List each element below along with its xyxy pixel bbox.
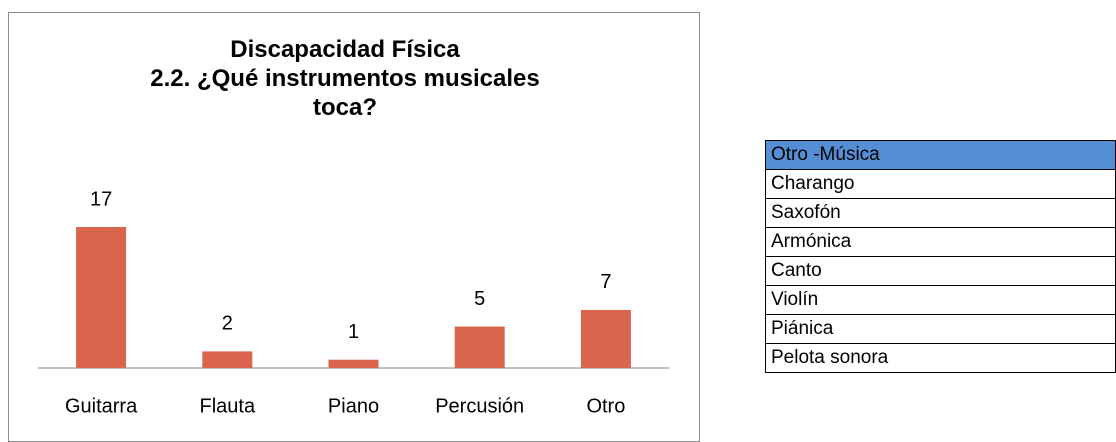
table-row: Violín (765, 285, 1116, 315)
table-row: Pelota sonora (765, 343, 1116, 373)
x-tick-label: Flauta (200, 395, 256, 417)
chart: 17 Guitarra 2 Flauta 1 Piano 5 Percusión 7 Otro (38, 188, 669, 417)
x-tick-label: Piano (328, 395, 379, 417)
data-label: 5 (474, 288, 485, 310)
table: Otro -Música Charango Saxofón Armónica Cant… (765, 140, 1116, 373)
x-tick-label: Percusión (435, 395, 524, 417)
table-cell: Canto (765, 256, 1116, 286)
table-row: Charango (765, 169, 1116, 199)
table-cell: Piánica (765, 314, 1116, 344)
bar (328, 359, 379, 368)
table-body: Otro -Música Charango Saxofón Armónica Cant… (765, 140, 1116, 373)
data-label: 7 (600, 271, 611, 293)
bar (580, 309, 631, 368)
title-line: Discapacidad Física (230, 36, 460, 63)
bar (76, 227, 127, 368)
x-tick-label: Guitarra (65, 395, 138, 417)
page: {"chart_data": {"type": "bar", "title": … (8, 12, 1116, 442)
table-cell: Saxofón (765, 198, 1116, 228)
table-row: Piánica (765, 314, 1116, 344)
subtitle-line: 2.2. ¿Qué instrumentos musicales toca? (150, 65, 540, 121)
bar (202, 351, 253, 368)
bar (454, 326, 505, 368)
x-tick-label: Otro (586, 395, 625, 417)
data-label: 2 (222, 313, 233, 335)
table-row: Saxofón (765, 198, 1116, 228)
table-header: Otro -Música (765, 140, 1116, 170)
table-cell: Charango (765, 169, 1116, 199)
table-cell: Violín (765, 285, 1116, 315)
chart-title: Discapacidad Física 2.2. ¿Qué instrument… (135, 35, 555, 122)
chart-area: Discapacidad Física 2.2. ¿Qué instrument… (8, 12, 700, 442)
table-row: Canto (765, 256, 1116, 286)
table-header-row: Otro -Música (765, 140, 1116, 170)
data-label: 1 (348, 321, 359, 343)
table-cell: Armónica (765, 227, 1116, 257)
data-label: 17 (90, 188, 112, 210)
table-cell: Pelota sonora (765, 343, 1116, 373)
table-row: Armónica (765, 227, 1116, 257)
